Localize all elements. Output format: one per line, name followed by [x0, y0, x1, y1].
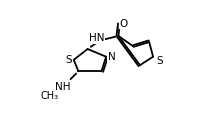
Text: CH₃: CH₃	[40, 91, 58, 101]
Text: HN: HN	[89, 33, 105, 43]
Text: S: S	[156, 56, 163, 66]
Text: NH: NH	[55, 83, 71, 92]
Text: N: N	[108, 52, 115, 62]
Text: S: S	[66, 55, 72, 65]
Text: O: O	[120, 19, 128, 29]
